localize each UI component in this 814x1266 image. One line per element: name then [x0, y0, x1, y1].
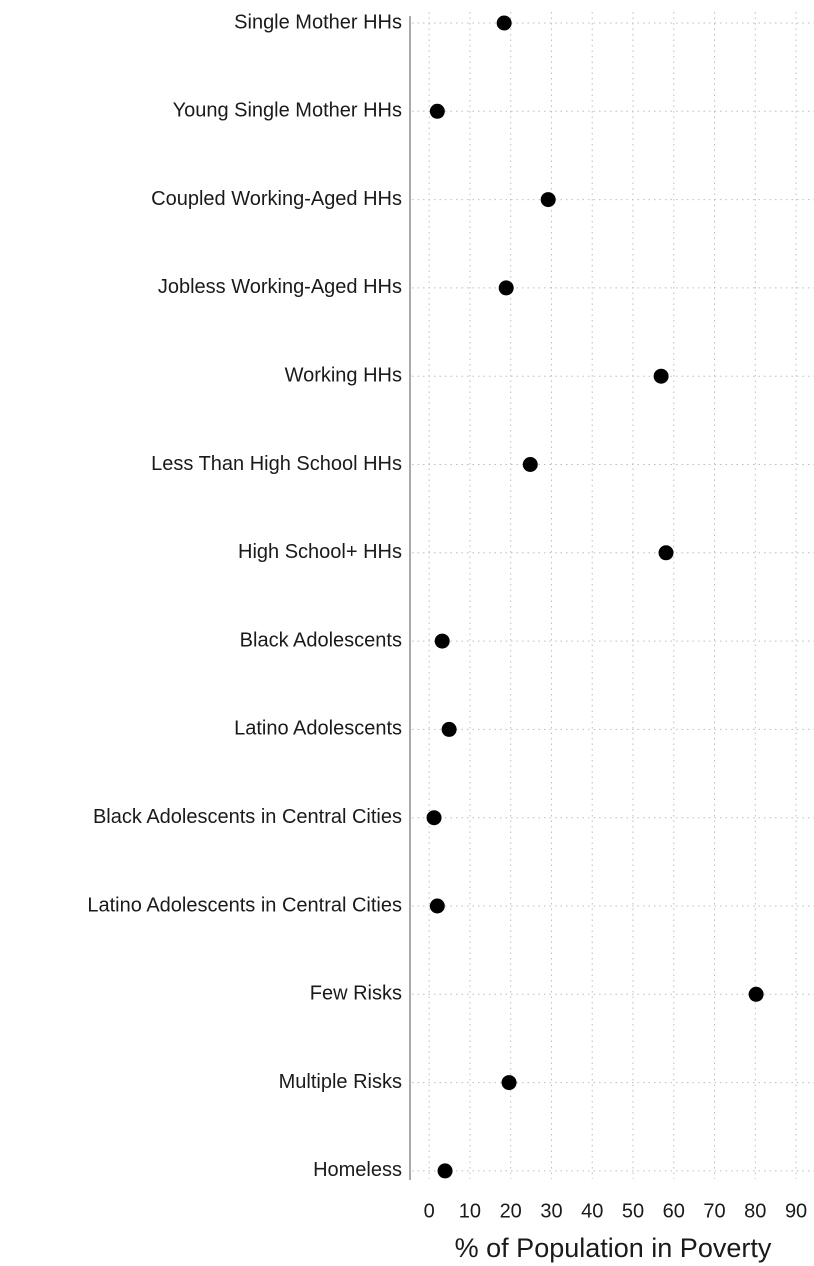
category-label: Latino Adolescents	[234, 718, 402, 740]
category-label: Black Adolescents in Central Cities	[93, 806, 402, 828]
dot	[429, 898, 445, 914]
x-tick-label: 90	[785, 1200, 807, 1222]
x-tick-label: 80	[744, 1200, 766, 1222]
dot	[748, 986, 764, 1002]
x-tick-label: 30	[540, 1200, 562, 1222]
x-tick-label: 50	[622, 1200, 644, 1222]
dot	[434, 633, 450, 649]
x-tick-label: 70	[703, 1200, 725, 1222]
category-label: Homeless	[313, 1159, 402, 1181]
dot	[496, 15, 512, 31]
dot	[540, 192, 556, 208]
dot	[501, 1075, 517, 1091]
x-tick-label: 60	[663, 1200, 685, 1222]
dot	[441, 721, 457, 737]
category-label: Less Than High School HHs	[151, 453, 402, 475]
category-label: Few Risks	[310, 983, 402, 1005]
category-label: Jobless Working-Aged HHs	[158, 276, 402, 298]
dot	[658, 545, 674, 561]
dot	[522, 457, 538, 472]
dot	[426, 810, 442, 826]
x-tick-label: 10	[459, 1200, 481, 1222]
category-label: Coupled Working-Aged HHs	[151, 188, 402, 210]
x-axis-title: % of Population in Poverty	[455, 1233, 772, 1263]
category-label: Working HHs	[285, 364, 402, 386]
dot	[498, 280, 514, 296]
x-tick-label: 0	[424, 1200, 435, 1222]
x-tick-label: 40	[581, 1200, 603, 1222]
category-label: Black Adolescents	[240, 629, 402, 651]
category-label: Multiple Risks	[279, 1071, 402, 1093]
category-label: High School+ HHs	[238, 541, 402, 563]
category-label: Young Single Mother HHs	[173, 100, 402, 122]
category-label: Single Mother HHs	[234, 11, 402, 33]
dot	[429, 103, 445, 119]
x-tick-label: 20	[500, 1200, 522, 1222]
dot	[437, 1163, 453, 1179]
dot	[653, 368, 669, 384]
category-label: Latino Adolescents in Central Cities	[87, 894, 402, 916]
